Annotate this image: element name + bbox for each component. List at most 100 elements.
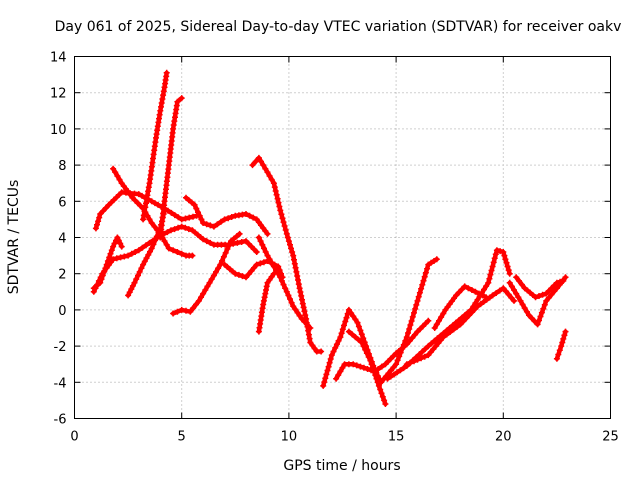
- data-point: [440, 334, 447, 341]
- data-point: [280, 219, 287, 226]
- data-point: [466, 312, 472, 319]
- data-point: [440, 310, 447, 317]
- data-point: [198, 294, 204, 301]
- data-point: [369, 364, 376, 371]
- x-tick-label: 25: [602, 430, 619, 445]
- data-point: [268, 176, 275, 183]
- data-point: [412, 305, 419, 312]
- data-point: [373, 375, 380, 382]
- data-point: [277, 274, 284, 281]
- y-tick-label: -2: [54, 340, 67, 355]
- data-point: [493, 247, 500, 254]
- data-point: [360, 335, 367, 342]
- data-point: [238, 239, 245, 245]
- data-series: [90, 69, 569, 407]
- data-point: [419, 348, 426, 355]
- data-point: [298, 315, 305, 322]
- data-point: [274, 195, 281, 202]
- data-point: [523, 308, 530, 315]
- data-point: [492, 251, 499, 258]
- data-point: [327, 356, 334, 362]
- data-point: [419, 281, 426, 288]
- data-point: [298, 292, 305, 299]
- x-tick-label: 5: [178, 430, 186, 445]
- data-point: [220, 253, 227, 260]
- x-tick-label: 20: [495, 430, 512, 445]
- data-point: [457, 321, 464, 328]
- data-point: [151, 223, 158, 230]
- data-point: [496, 287, 503, 294]
- data-point: [536, 317, 542, 324]
- data-point: [560, 277, 567, 284]
- data-point: [420, 277, 427, 284]
- data-point: [367, 357, 374, 364]
- data-point: [323, 371, 330, 378]
- data-point: [262, 165, 269, 172]
- data-point: [94, 221, 100, 228]
- data-point: [282, 227, 289, 233]
- data-point: [214, 221, 221, 228]
- data-point: [375, 366, 382, 372]
- data-point: [433, 321, 440, 328]
- data-point: [555, 351, 562, 358]
- data-point: [358, 339, 365, 346]
- data-point: [416, 289, 423, 296]
- data-point: [335, 372, 342, 379]
- data-point: [472, 300, 479, 307]
- data-point: [178, 216, 185, 223]
- data-point: [541, 301, 548, 308]
- data-point: [174, 98, 181, 105]
- data-point: [178, 223, 185, 230]
- data-point: [182, 215, 189, 222]
- chart-title: Day 061 of 2025, Sidereal Day-to-day VTE…: [55, 19, 622, 35]
- data-point: [97, 211, 104, 217]
- series-arc-23: [553, 328, 569, 362]
- data-point: [362, 346, 369, 353]
- data-point: [165, 245, 172, 252]
- data-point: [339, 326, 346, 333]
- data-point: [175, 224, 182, 231]
- data-point: [155, 201, 162, 208]
- data-point: [170, 310, 177, 317]
- data-point: [502, 256, 509, 263]
- data-point: [175, 214, 182, 221]
- data-point: [562, 274, 569, 281]
- x-tick-label: 0: [70, 430, 78, 445]
- data-point: [174, 249, 181, 255]
- data-point: [503, 288, 509, 295]
- data-point: [409, 313, 416, 320]
- data-point: [276, 203, 283, 210]
- data-point: [146, 216, 153, 223]
- data-point: [381, 397, 388, 404]
- data-point: [95, 277, 102, 284]
- data-point: [436, 317, 442, 324]
- data-point: [372, 372, 379, 379]
- data-point: [273, 267, 279, 274]
- data-point: [138, 265, 145, 272]
- data-point: [406, 326, 413, 332]
- data-point: [110, 165, 117, 172]
- data-point: [161, 238, 168, 245]
- data-point: [250, 214, 257, 221]
- data-point: [538, 309, 545, 316]
- data-point: [258, 158, 264, 165]
- series-arc-22: [513, 274, 567, 301]
- data-point: [307, 325, 314, 331]
- data-point: [271, 184, 278, 191]
- x-tick-label: 10: [281, 430, 298, 445]
- data-point: [285, 238, 292, 245]
- data-point: [148, 198, 155, 205]
- data-point: [264, 230, 271, 237]
- data-point: [548, 291, 555, 298]
- data-point: [521, 305, 528, 312]
- data-point: [148, 220, 155, 226]
- data-point: [324, 367, 331, 374]
- data-point: [275, 199, 282, 206]
- data-point: [378, 390, 385, 397]
- data-point: [143, 255, 150, 262]
- data-point: [139, 192, 145, 199]
- data-point: [148, 245, 155, 252]
- data-point: [90, 288, 97, 295]
- series-arc-17: [378, 256, 440, 386]
